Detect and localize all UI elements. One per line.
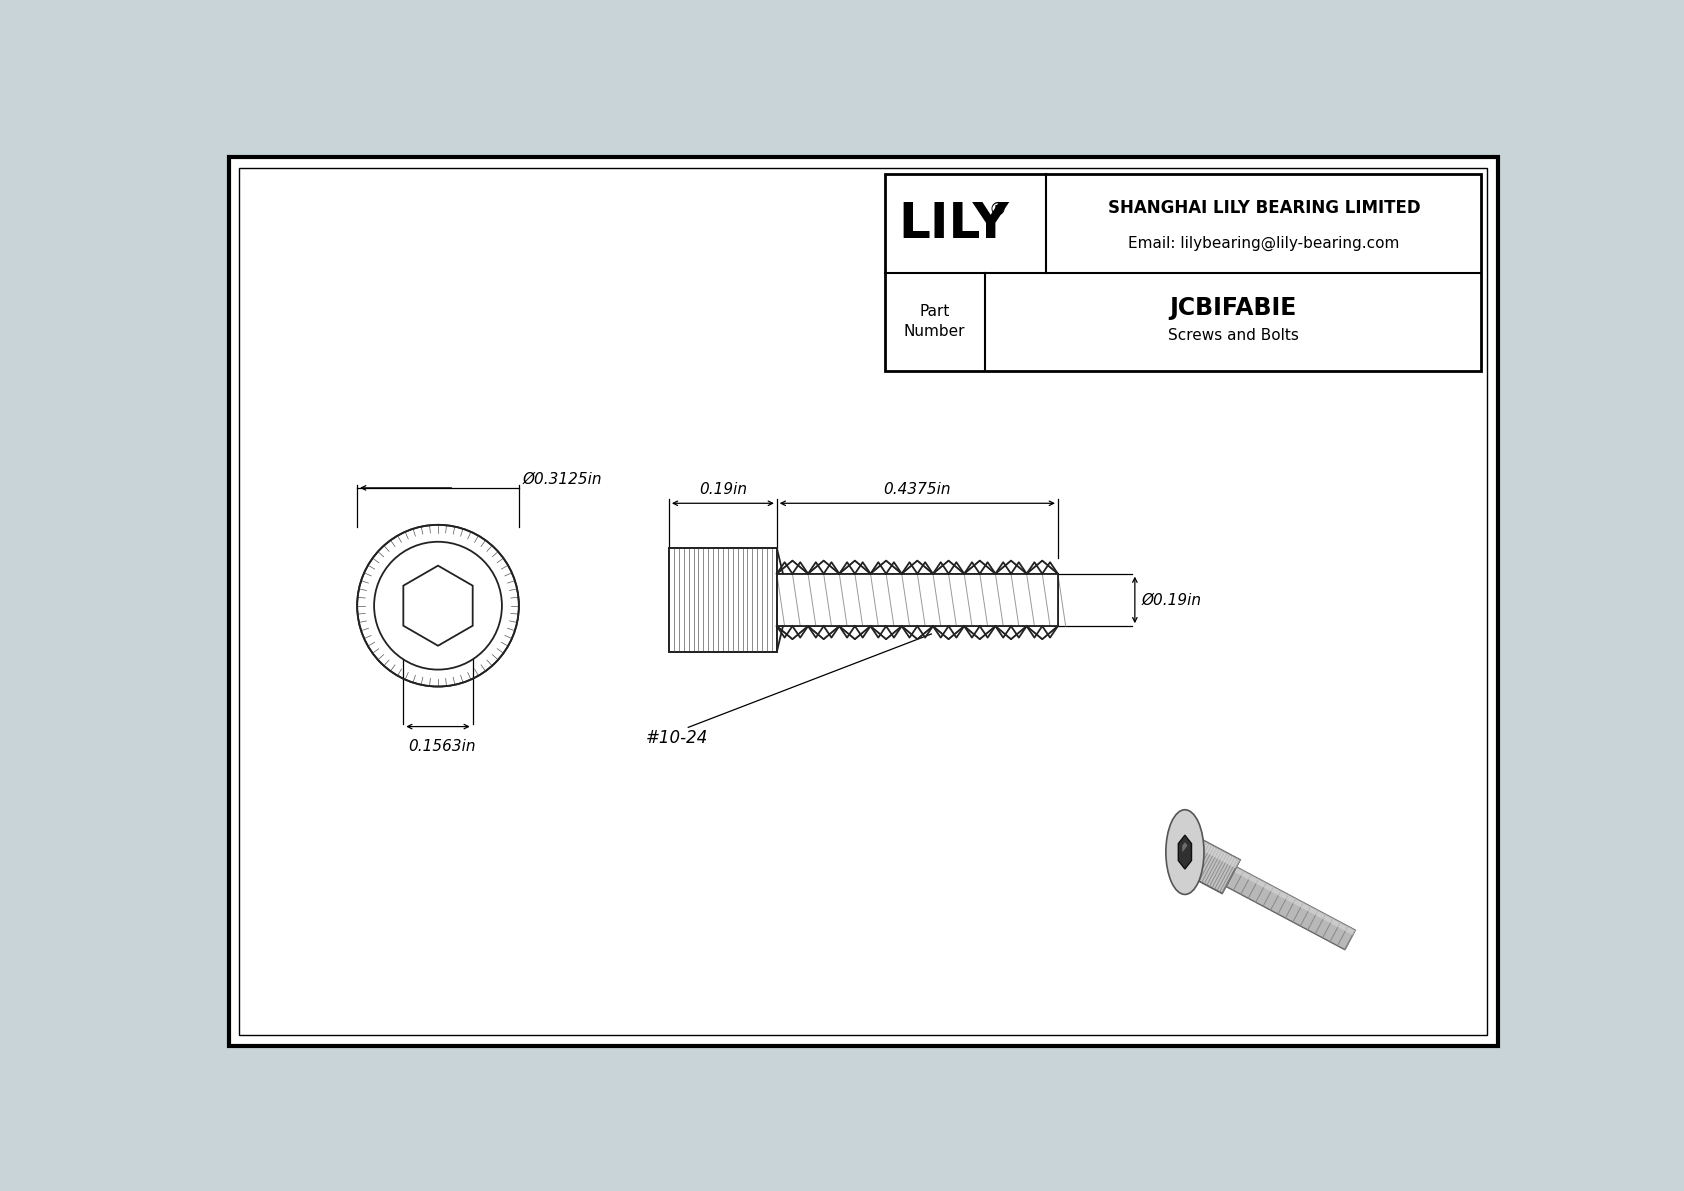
- Text: 0.19in: 0.19in: [699, 482, 748, 497]
- Text: #10-24: #10-24: [647, 729, 709, 747]
- Circle shape: [357, 525, 519, 686]
- Polygon shape: [1175, 835, 1239, 893]
- Polygon shape: [1226, 867, 1356, 949]
- Bar: [776, 574, 1058, 626]
- Polygon shape: [404, 566, 473, 646]
- Text: Ø0.19in: Ø0.19in: [1142, 592, 1201, 607]
- Bar: [776, 574, 1058, 626]
- Polygon shape: [1179, 835, 1192, 869]
- Ellipse shape: [1165, 810, 1204, 894]
- Bar: [776, 574, 1058, 626]
- Text: JCBIFABIE: JCBIFABIE: [1169, 295, 1297, 320]
- Text: Screws and Bolts: Screws and Bolts: [1167, 328, 1298, 343]
- Text: Part
Number: Part Number: [904, 305, 965, 339]
- Text: SHANGHAI LILY BEARING LIMITED: SHANGHAI LILY BEARING LIMITED: [1108, 199, 1420, 217]
- Text: 0.1563in: 0.1563in: [408, 738, 475, 754]
- Bar: [884, 175, 1482, 370]
- Text: 0.4375in: 0.4375in: [884, 482, 951, 497]
- Text: Ø0.3125in: Ø0.3125in: [522, 472, 603, 486]
- Polygon shape: [1234, 867, 1356, 935]
- Polygon shape: [1182, 842, 1187, 853]
- Circle shape: [374, 542, 502, 669]
- Bar: [669, 548, 776, 651]
- Text: ®: ®: [989, 201, 1007, 219]
- Polygon shape: [1189, 835, 1239, 868]
- Text: Email: lilybearing@lily-bearing.com: Email: lilybearing@lily-bearing.com: [1128, 236, 1399, 251]
- Bar: [669, 548, 776, 651]
- Text: LILY: LILY: [899, 200, 1009, 248]
